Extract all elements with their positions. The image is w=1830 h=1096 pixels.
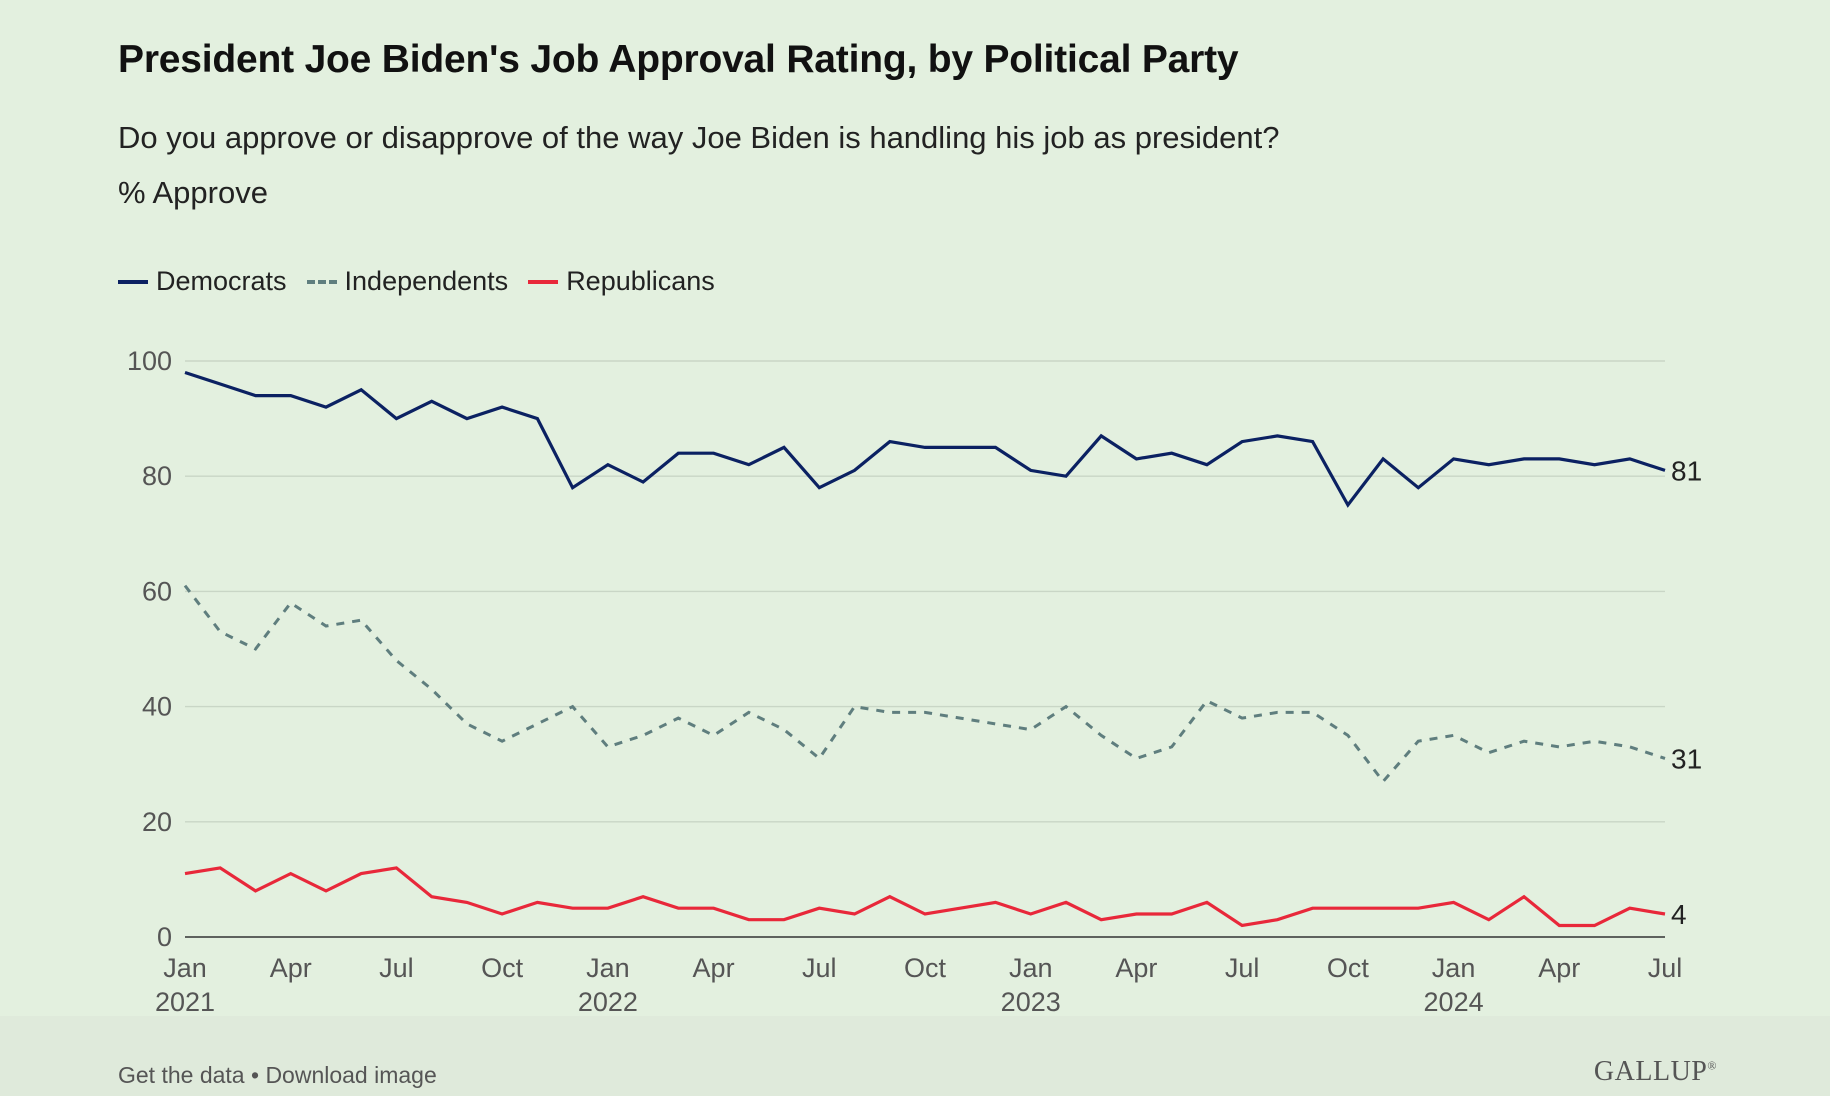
gallup-logo-text: GALLUP <box>1593 1056 1708 1087</box>
legend-label-republicans: Republicans <box>566 266 715 296</box>
footer-links: Get the data • Download image <box>118 1062 437 1089</box>
legend-swatch-democrats <box>118 279 148 284</box>
x-tick-label-6: Jul <box>802 953 837 983</box>
x-tick-label-8: Jan <box>1009 953 1053 983</box>
legend-item-democrats: Democrats <box>118 266 287 297</box>
x-tick-label-5: Apr <box>693 953 735 983</box>
series-line-democrats <box>184 370 1666 508</box>
y-tick-label-60: 60 <box>142 576 172 606</box>
footer-bar <box>0 1016 1830 1096</box>
x-tick-label-4: Jan <box>586 953 630 983</box>
x-tick-label-10: Jul <box>1225 953 1260 983</box>
legend-swatch-republicans <box>528 279 559 284</box>
end-label-independents: 31 <box>1671 743 1702 774</box>
x-tick-label-13: Apr <box>1538 953 1580 983</box>
x-tick-year-2022: 2022 <box>578 987 638 1017</box>
y-tick-label-100: 100 <box>127 346 172 376</box>
y-tick-label-0: 0 <box>157 922 172 952</box>
gallup-logo: GALLUP® <box>1594 1056 1717 1088</box>
download-image-link[interactable]: Download image <box>265 1062 437 1088</box>
get-data-link[interactable]: Get the data <box>118 1062 245 1088</box>
legend: Democrats Independents Republicans <box>118 266 735 297</box>
legend-swatch-independents <box>306 279 337 284</box>
x-tick-year-2024: 2024 <box>1424 987 1484 1017</box>
line-chart: 0 20 40 60 80 100 Jan 2021 Apr Jul Oct Jan 2022 Apr Ju… <box>127 346 1702 1017</box>
legend-label-democrats: Democrats <box>156 266 287 296</box>
series-line-republicans <box>184 866 1666 928</box>
legend-item-independents: Independents <box>306 266 509 297</box>
x-tick-label-0: Jan <box>163 953 207 983</box>
x-tick-year-2021: 2021 <box>155 987 215 1017</box>
x-tick-label-12: Jan <box>1432 953 1476 983</box>
y-tick-label-20: 20 <box>142 807 172 837</box>
x-tick-year-2023: 2023 <box>1001 987 1061 1017</box>
legend-item-republicans: Republicans <box>528 266 715 297</box>
end-label-republicans: 4 <box>1671 899 1687 930</box>
registered-mark: ® <box>1707 1058 1717 1073</box>
x-tick-label-9: Apr <box>1115 953 1157 983</box>
x-tick-label-1: Apr <box>270 953 312 983</box>
chart-subtitle: Do you approve or disapprove of the way … <box>118 120 1280 155</box>
x-tick-label-11: Oct <box>1327 953 1370 983</box>
legend-label-independents: Independents <box>344 266 509 296</box>
y-axis-label: % Approve <box>118 175 268 210</box>
chart-title: President Joe Biden's Job Approval Ratin… <box>118 38 1239 81</box>
x-tick-label-2: Jul <box>379 953 414 983</box>
x-tick-label-7: Oct <box>904 953 947 983</box>
y-tick-label-40: 40 <box>142 692 172 722</box>
end-label-democrats: 81 <box>1671 455 1702 486</box>
footer-separator: • <box>244 1062 266 1088</box>
y-tick-label-80: 80 <box>142 461 172 491</box>
x-tick-label-3: Oct <box>481 953 524 983</box>
x-tick-label-14: Jul <box>1648 953 1683 983</box>
series-line-independents <box>183 584 1666 784</box>
